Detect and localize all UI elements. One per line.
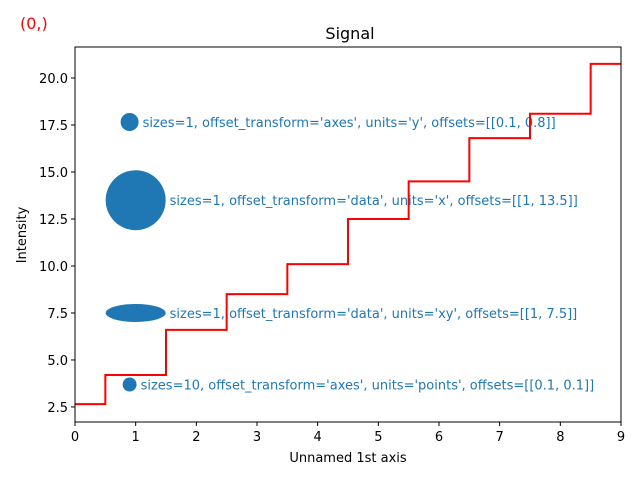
x-tick-label: 4 xyxy=(314,430,322,445)
marker-circle xyxy=(120,113,139,131)
marker-label: sizes=1, offset_transform='data', units=… xyxy=(170,307,578,322)
y-tick-label: 20.0 xyxy=(39,72,68,87)
y-tick-label: 12.5 xyxy=(39,213,68,228)
ticks: 0 1 2 3 4 5 6 7 8 9 2.5 5.0 7.5 10.0 12.5 15.0 17.5 20.0 xyxy=(39,72,625,445)
y-axis-label: Intensity xyxy=(15,206,30,263)
marker-circle-small xyxy=(122,377,137,392)
y-tick-label: 2.5 xyxy=(47,401,68,416)
marker-label: sizes=1, offset_transform='data', units=… xyxy=(170,194,578,209)
y-tick-label: 17.5 xyxy=(39,119,68,134)
x-axis-label: Unnamed 1st axis xyxy=(289,451,407,466)
x-tick-label: 3 xyxy=(253,430,261,445)
signal-step-line xyxy=(75,62,621,406)
x-tick-label: 8 xyxy=(556,430,564,445)
x-tick-label: 9 xyxy=(617,430,625,445)
x-tick-label: 1 xyxy=(132,430,140,445)
marker-circle-large xyxy=(105,170,166,231)
plot-area: sizes=1, offset_transform='axes', units=… xyxy=(75,62,621,406)
marker-ellipse xyxy=(105,303,166,322)
y-tick-label: 7.5 xyxy=(47,307,68,322)
marker-label: sizes=10, offset_transform='axes', units… xyxy=(141,379,595,394)
y-tick-label: 10.0 xyxy=(39,260,68,275)
x-tick-label: 5 xyxy=(374,430,382,445)
corner-label: (0,) xyxy=(20,14,48,33)
y-tick-label: 5.0 xyxy=(47,354,68,369)
x-tick-label: 7 xyxy=(496,430,504,445)
marker-label: sizes=1, offset_transform='axes', units=… xyxy=(143,116,556,131)
axes-frame xyxy=(74,46,622,423)
x-tick-label: 2 xyxy=(192,430,200,445)
x-tick-label: 0 xyxy=(71,430,79,445)
x-tick-label: 6 xyxy=(435,430,443,445)
chart-title: Signal xyxy=(325,24,374,43)
y-tick-label: 15.0 xyxy=(39,166,68,181)
